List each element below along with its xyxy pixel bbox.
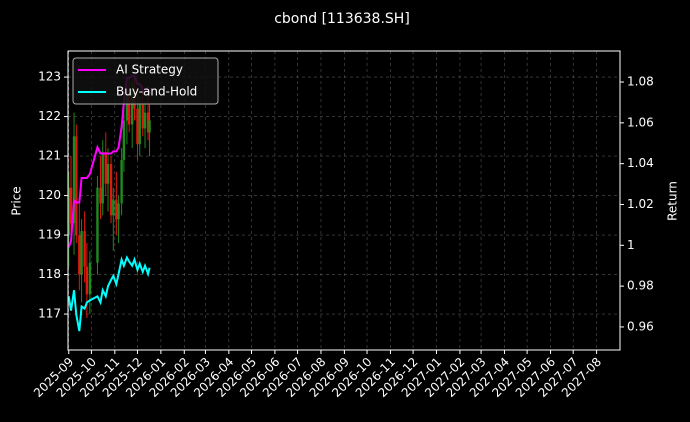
candle-body [75, 136, 78, 236]
legend-label: AI Strategy [116, 63, 183, 77]
y-tick-label: 120 [38, 188, 61, 202]
candle-body [143, 112, 147, 129]
candle-body [112, 199, 115, 216]
plot-frame [67, 50, 621, 351]
y-tick-label: 119 [38, 228, 61, 242]
y2-axis-label: Return [666, 181, 680, 221]
candle-body [109, 163, 113, 216]
legend-label: Buy-and-Hold [116, 85, 197, 99]
candle-body [125, 96, 129, 121]
legend-box [72, 57, 219, 105]
candle-body [138, 104, 141, 145]
candle-body [85, 266, 89, 295]
candle-body [67, 187, 70, 236]
candle-body [115, 199, 118, 220]
candle-body [69, 187, 73, 224]
chart-title: cbond [113638.SH] [274, 11, 410, 27]
candle-body [122, 120, 126, 161]
y2-tick-label: 1.04 [627, 156, 654, 170]
y2-tick-label: 0.96 [627, 319, 654, 333]
candle-body [96, 187, 99, 263]
candle-body [80, 231, 83, 275]
y-tick-label: 123 [38, 70, 61, 84]
y2-tick-label: 0.98 [627, 279, 654, 293]
y-axis-label: Price [10, 186, 24, 215]
candle-body [104, 152, 107, 184]
return-line [67, 255, 151, 332]
candle-body [106, 163, 110, 184]
candle-body [83, 231, 86, 267]
candle-body [72, 136, 76, 224]
y2-tick-label: 1.02 [627, 197, 654, 211]
y-tick-label: 117 [38, 307, 61, 321]
candle-body [120, 160, 123, 204]
candle-body [101, 152, 104, 204]
candle-body [127, 96, 131, 125]
y2-tick-label: 1 [627, 238, 635, 252]
candle-body [99, 187, 102, 204]
candle-body [130, 92, 134, 125]
y2-tick-label: 1.06 [627, 115, 654, 129]
candle-body [141, 104, 144, 129]
candle-body [88, 262, 92, 295]
candle-body [117, 203, 120, 220]
candle-body [146, 112, 150, 133]
candle-body [78, 235, 81, 275]
y-tick-label: 121 [38, 149, 61, 163]
y-tick-label: 118 [38, 267, 61, 281]
candle-body [136, 108, 139, 145]
y2-tick-label: 1.08 [627, 75, 654, 89]
y-tick-label: 122 [38, 109, 61, 123]
candle-body [148, 120, 151, 133]
